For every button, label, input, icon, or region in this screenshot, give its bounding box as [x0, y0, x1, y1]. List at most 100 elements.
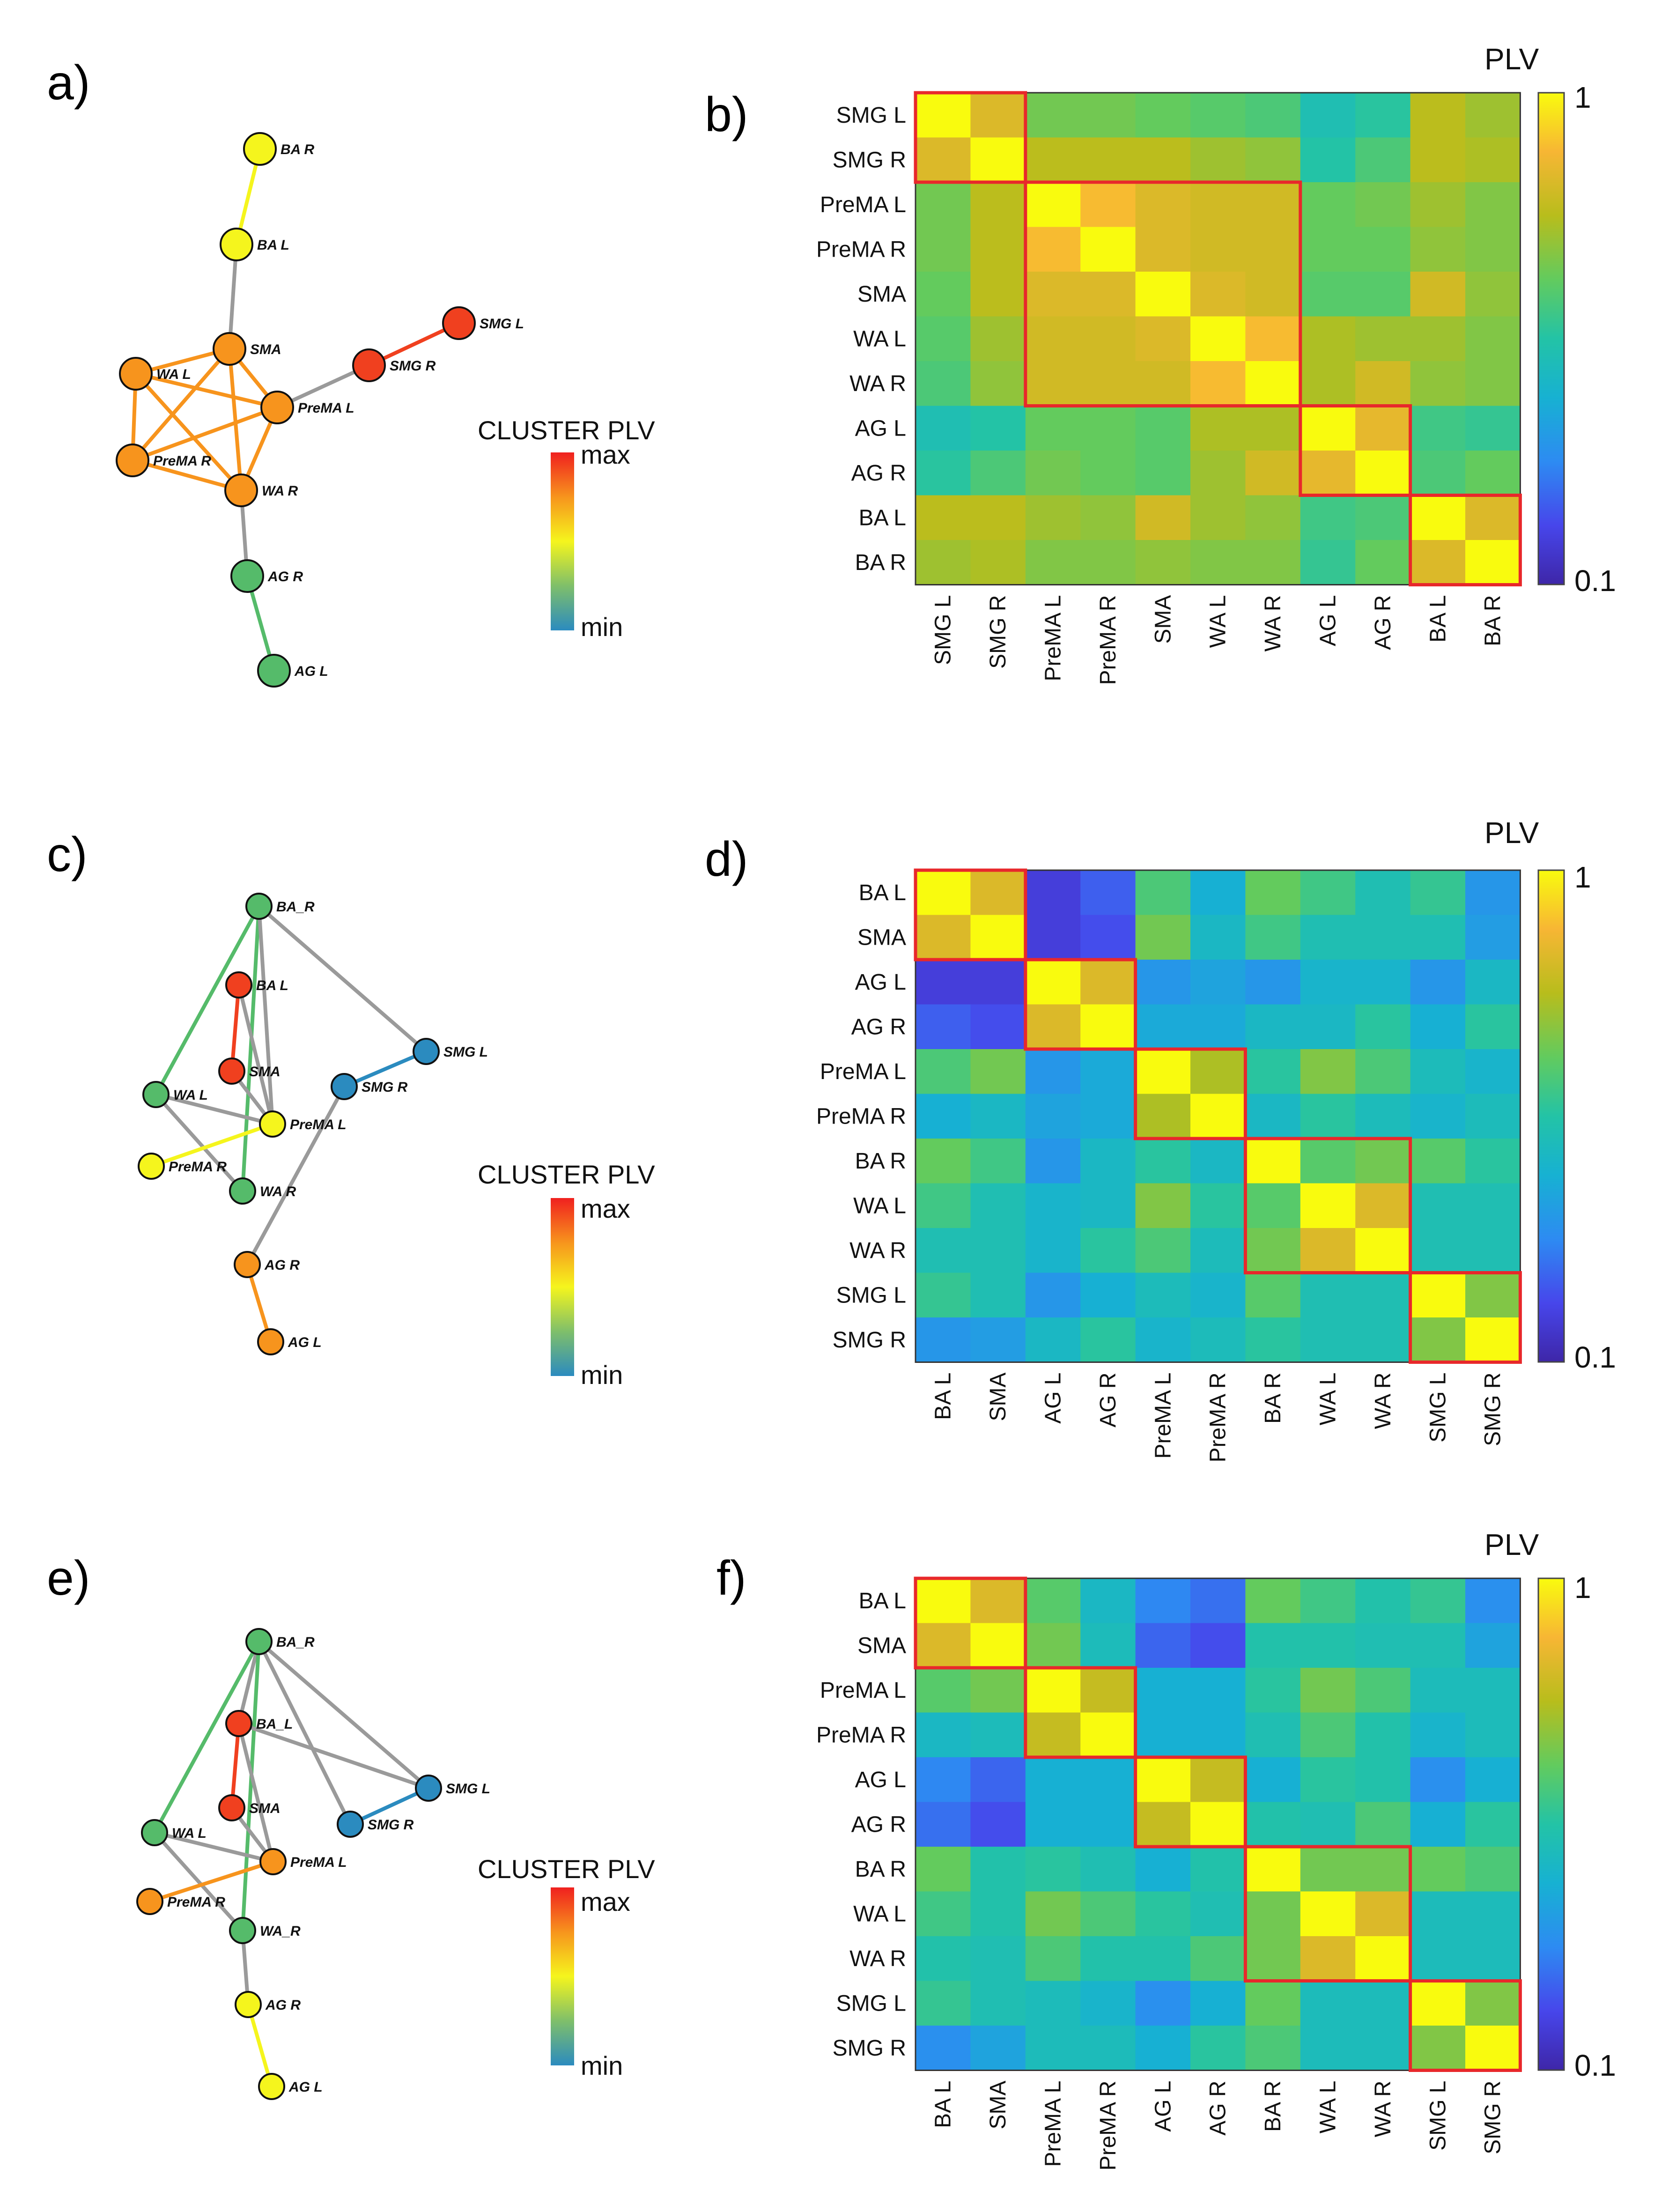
matrix-cell: [1300, 540, 1356, 585]
network-node: [259, 1848, 287, 1875]
matrix-cell: [1355, 1757, 1411, 1803]
cluster-legend-gradient: [551, 452, 574, 630]
matrix-cell: [1355, 1936, 1411, 1982]
cluster-legend-max: max: [581, 440, 630, 469]
matrix-cell: [1465, 1936, 1521, 1982]
network-edge: [134, 372, 279, 409]
network-node: [141, 1819, 168, 1846]
matrix-cell: [1080, 1317, 1136, 1363]
cluster-block-outline: [1243, 1137, 1412, 1274]
cluster-legend-e: CLUSTER PLV max min: [478, 1854, 655, 2080]
matrix-cell: [1355, 495, 1411, 540]
cluster-block-outline: [1024, 1666, 1137, 1759]
col-tick-label: WA L: [1316, 2081, 1341, 2134]
matrix-cell: [1355, 1317, 1411, 1363]
matrix-cell: [1190, 1981, 1246, 2026]
matrix-cell: [1410, 1847, 1466, 1892]
matrix-cell: [916, 1049, 971, 1095]
matrix-cell: [970, 960, 1026, 1005]
matrix-cell: [1025, 406, 1081, 451]
matrix-cell: [1245, 1668, 1301, 1713]
matrix-cell: [1135, 1317, 1191, 1363]
matrix-cell: [1245, 1757, 1301, 1803]
matrix-cell: [1080, 316, 1136, 362]
network-node-label: AG R: [264, 1258, 300, 1273]
matrix-cell: [916, 1847, 971, 1892]
matrix-cell: [1025, 272, 1081, 317]
matrix-cell: [1300, 272, 1356, 317]
network-edge: [154, 1093, 244, 1193]
matrix-cell: [1355, 1802, 1411, 1847]
matrix-cell: [916, 1757, 971, 1803]
cluster-block-outline: [1024, 958, 1137, 1051]
col-tick-label: BA R: [1261, 2081, 1285, 2132]
cluster-legend-max: max: [581, 1194, 630, 1223]
network-edge: [154, 1093, 274, 1126]
matrix-cell: [1190, 406, 1246, 451]
col-tick-label: PreMA R: [1206, 1373, 1231, 1463]
matrix-cell: [1355, 182, 1411, 228]
col-tick-label: AG L: [1316, 595, 1341, 646]
cluster-legend-min: min: [581, 612, 623, 642]
row-tick-label: SMG R: [833, 148, 906, 172]
cluster-legend-title: CLUSTER PLV: [478, 1854, 655, 1884]
colorbar-min-label: 0.1: [1574, 564, 1616, 598]
matrix-cell: [1410, 1578, 1466, 1624]
matrix-cell: [1355, 1049, 1411, 1095]
matrix-cell: [1300, 1623, 1356, 1668]
network-panel-a: a) BA R BA L SMA SMG L SMG R WA L PreMA L PreMA…: [47, 56, 655, 688]
network-node: [245, 893, 273, 920]
matrix-cell: [916, 1578, 971, 1624]
network-node: [218, 1794, 245, 1821]
matrix-cell: [1355, 915, 1411, 960]
matrix-cell: [1245, 1094, 1301, 1139]
matrix-cell: [1410, 1981, 1466, 2026]
col-tick-label: PreMA L: [1041, 2081, 1066, 2167]
matrix-cell: [970, 93, 1026, 138]
matrix-cell: [1190, 1847, 1246, 1892]
col-tick-label: PreMA L: [1151, 1373, 1175, 1459]
network-node-label: WA L: [173, 1088, 208, 1103]
matrix-cell: [1190, 915, 1246, 960]
matrix-cell: [1190, 1757, 1246, 1803]
col-tick-label: SMG L: [931, 595, 956, 665]
col-tick-label: BA L: [931, 1373, 956, 1420]
network-node-label: PreMA R: [169, 1159, 227, 1175]
matrix-cell: [1135, 316, 1191, 362]
matrix-cell: [1300, 870, 1356, 916]
matrix-cell: [1355, 93, 1411, 138]
network-edge: [131, 459, 243, 492]
matrix-cell: [970, 2026, 1026, 2071]
network-edge: [257, 904, 428, 1053]
network-node-label: SMA: [249, 1064, 281, 1080]
matrix-cell: [916, 1668, 971, 1713]
network-node-label: BA_R: [276, 1635, 315, 1650]
matrix-cell: [1300, 227, 1356, 272]
row-tick-label: PreMA R: [816, 1104, 906, 1129]
matrix-cell: [1355, 1272, 1411, 1318]
matrix-cell: [1300, 1757, 1356, 1803]
matrix-cell: [1080, 1004, 1136, 1050]
network-edge: [257, 1640, 352, 1826]
matrix-cell: [1080, 1183, 1136, 1228]
matrix-cell: [1135, 451, 1191, 496]
col-tick-label: WA L: [1206, 595, 1231, 648]
matrix-cell: [1245, 1272, 1301, 1318]
matrix-cell: [1025, 870, 1081, 916]
colorbar-gradient: [1537, 869, 1565, 1363]
network-edge: [134, 372, 243, 492]
row-tick-label: WA L: [853, 1193, 906, 1218]
matrix-cell: [1245, 540, 1301, 585]
network-node-label: BA_R: [276, 899, 315, 915]
matrix-b-blocks: [914, 91, 1522, 586]
matrix-cell: [970, 540, 1026, 585]
matrix-cell: [1300, 960, 1356, 1005]
network-c-nodes: BA_R BA L SMA SMG L SMG R WA L PreMA L PreMA R W…: [138, 893, 488, 1355]
matrix-cell: [970, 137, 1026, 183]
matrix-cell: [1465, 1712, 1521, 1758]
row-tick-label: WA L: [853, 326, 906, 351]
matrix-cell: [1465, 1578, 1521, 1624]
matrix-cell: [1300, 1004, 1356, 1050]
matrix-cell: [1025, 1623, 1081, 1668]
network-node-label: WA L: [172, 1826, 207, 1841]
